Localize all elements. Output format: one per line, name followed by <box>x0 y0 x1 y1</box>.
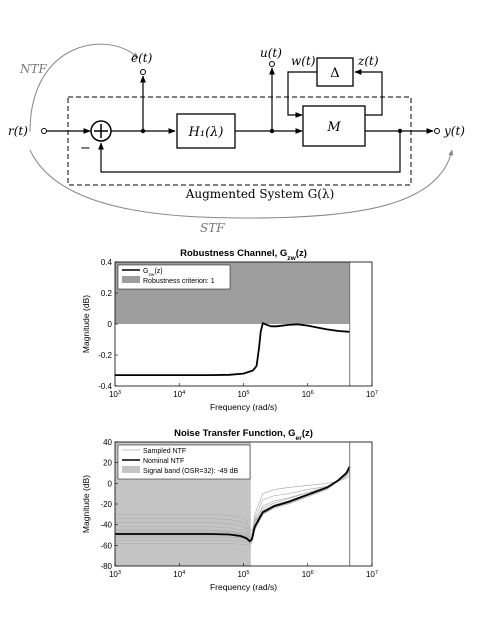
y-tick-label-1: -60 <box>100 541 112 550</box>
ntf-label: NTF <box>19 62 48 76</box>
x-axis-label: Frequency (rad/s) <box>210 402 277 412</box>
delta-label: Δ <box>330 66 339 81</box>
y-tick-label-1: -0.2 <box>98 351 112 360</box>
w-label: w(t) <box>291 54 316 68</box>
nominal-ntf-line <box>115 466 351 543</box>
x-tick-label-2: 105 <box>237 390 249 399</box>
legend-box <box>117 444 251 480</box>
x-tick-label-2: 105 <box>237 570 249 579</box>
e-label: e(t) <box>131 51 153 65</box>
minus-label: − <box>80 141 91 156</box>
x-axis-label: Frequency (rad/s) <box>210 582 277 592</box>
y-label: y(t) <box>443 124 465 138</box>
m-label: M <box>326 120 341 135</box>
m-block <box>302 105 366 147</box>
series-line-0 <box>115 321 350 377</box>
x-tick-label-0: 103 <box>109 570 121 579</box>
y-tick-label-0: -0.4 <box>98 382 112 391</box>
legend-swatch-2 <box>122 466 140 473</box>
u-terminal <box>269 61 275 67</box>
y-tick-label-4: 0 <box>108 479 113 488</box>
x-tick-label-4: 107 <box>366 570 378 579</box>
u-label: u(t) <box>260 46 282 60</box>
r-label: r(t) <box>8 124 28 138</box>
x-tick-label-3: 106 <box>302 570 314 579</box>
augmented-system-box <box>67 96 412 186</box>
stf-label: STF <box>200 221 225 235</box>
y-tick-label-5: 20 <box>103 459 112 468</box>
ntf-chart: 103 104 105 106 107 -80 -60 -40 -20 0 20 40 Noise Tr… <box>81 428 378 592</box>
legend-label-1: Robustness criterion: 1 <box>143 278 215 285</box>
y-tick-label-3: 0.2 <box>101 289 113 298</box>
h1-label: H₁(λ) <box>188 125 224 140</box>
chart-title: Noise Transfer Function, Ger(z) <box>174 428 313 442</box>
x-tick-label-4: 107 <box>366 390 378 399</box>
block-diagram: NTF STF r(t) e(t) u(t) w(t) z(t) y(t) − … <box>8 43 465 235</box>
y-terminal <box>434 128 440 134</box>
w-wire <box>287 71 317 118</box>
legend-label-0: Gzw(z) <box>143 268 163 278</box>
y-axis-label: Magnitude (dB) <box>81 295 91 353</box>
feedback-wire <box>98 131 401 173</box>
x-tick-label-3: 106 <box>302 390 314 399</box>
r-terminal <box>41 128 47 134</box>
ntf-arc <box>29 43 139 133</box>
legend-swatch-1 <box>122 276 140 283</box>
y-tick-label-6: 40 <box>103 438 112 447</box>
robustness-chart: 103 104 105 106 107 -0.4 -0.2 0 0.2 0.4 Robustness… <box>81 248 378 412</box>
legend-label-2: Signal band (OSR=32): -49 dB <box>143 468 238 475</box>
y-axis-label: Magnitude (dB) <box>81 475 91 533</box>
z-wire <box>354 69 383 116</box>
h1-block <box>176 113 236 149</box>
x-tick-label-1: 104 <box>173 570 185 579</box>
chart-title: Robustness Channel, Gzw(z) <box>180 248 307 262</box>
legend: Sampled NTF Nominal NTF Signal band (OSR=3… <box>117 444 251 480</box>
legend-label-0: Sampled NTF <box>143 448 186 455</box>
x-tick-label-1: 104 <box>173 390 185 399</box>
legend: Gzw(z)Robustness criterion: 1 <box>117 264 231 290</box>
y-tick-label-0: -80 <box>100 562 112 571</box>
legend-label-1: Nominal NTF <box>143 458 184 465</box>
augmented-label: Augmented System G(λ) <box>185 187 335 201</box>
x-tick-label-0: 103 <box>109 390 121 399</box>
y-tick-label-2: 0 <box>108 320 113 329</box>
e-terminal <box>140 69 146 75</box>
z-label: z(t) <box>357 54 379 68</box>
y-tick-label-4: 0.4 <box>101 258 113 267</box>
stf-arc <box>29 149 454 219</box>
y-tick-label-3: -20 <box>100 500 112 509</box>
y-tick-label-2: -40 <box>100 521 112 530</box>
